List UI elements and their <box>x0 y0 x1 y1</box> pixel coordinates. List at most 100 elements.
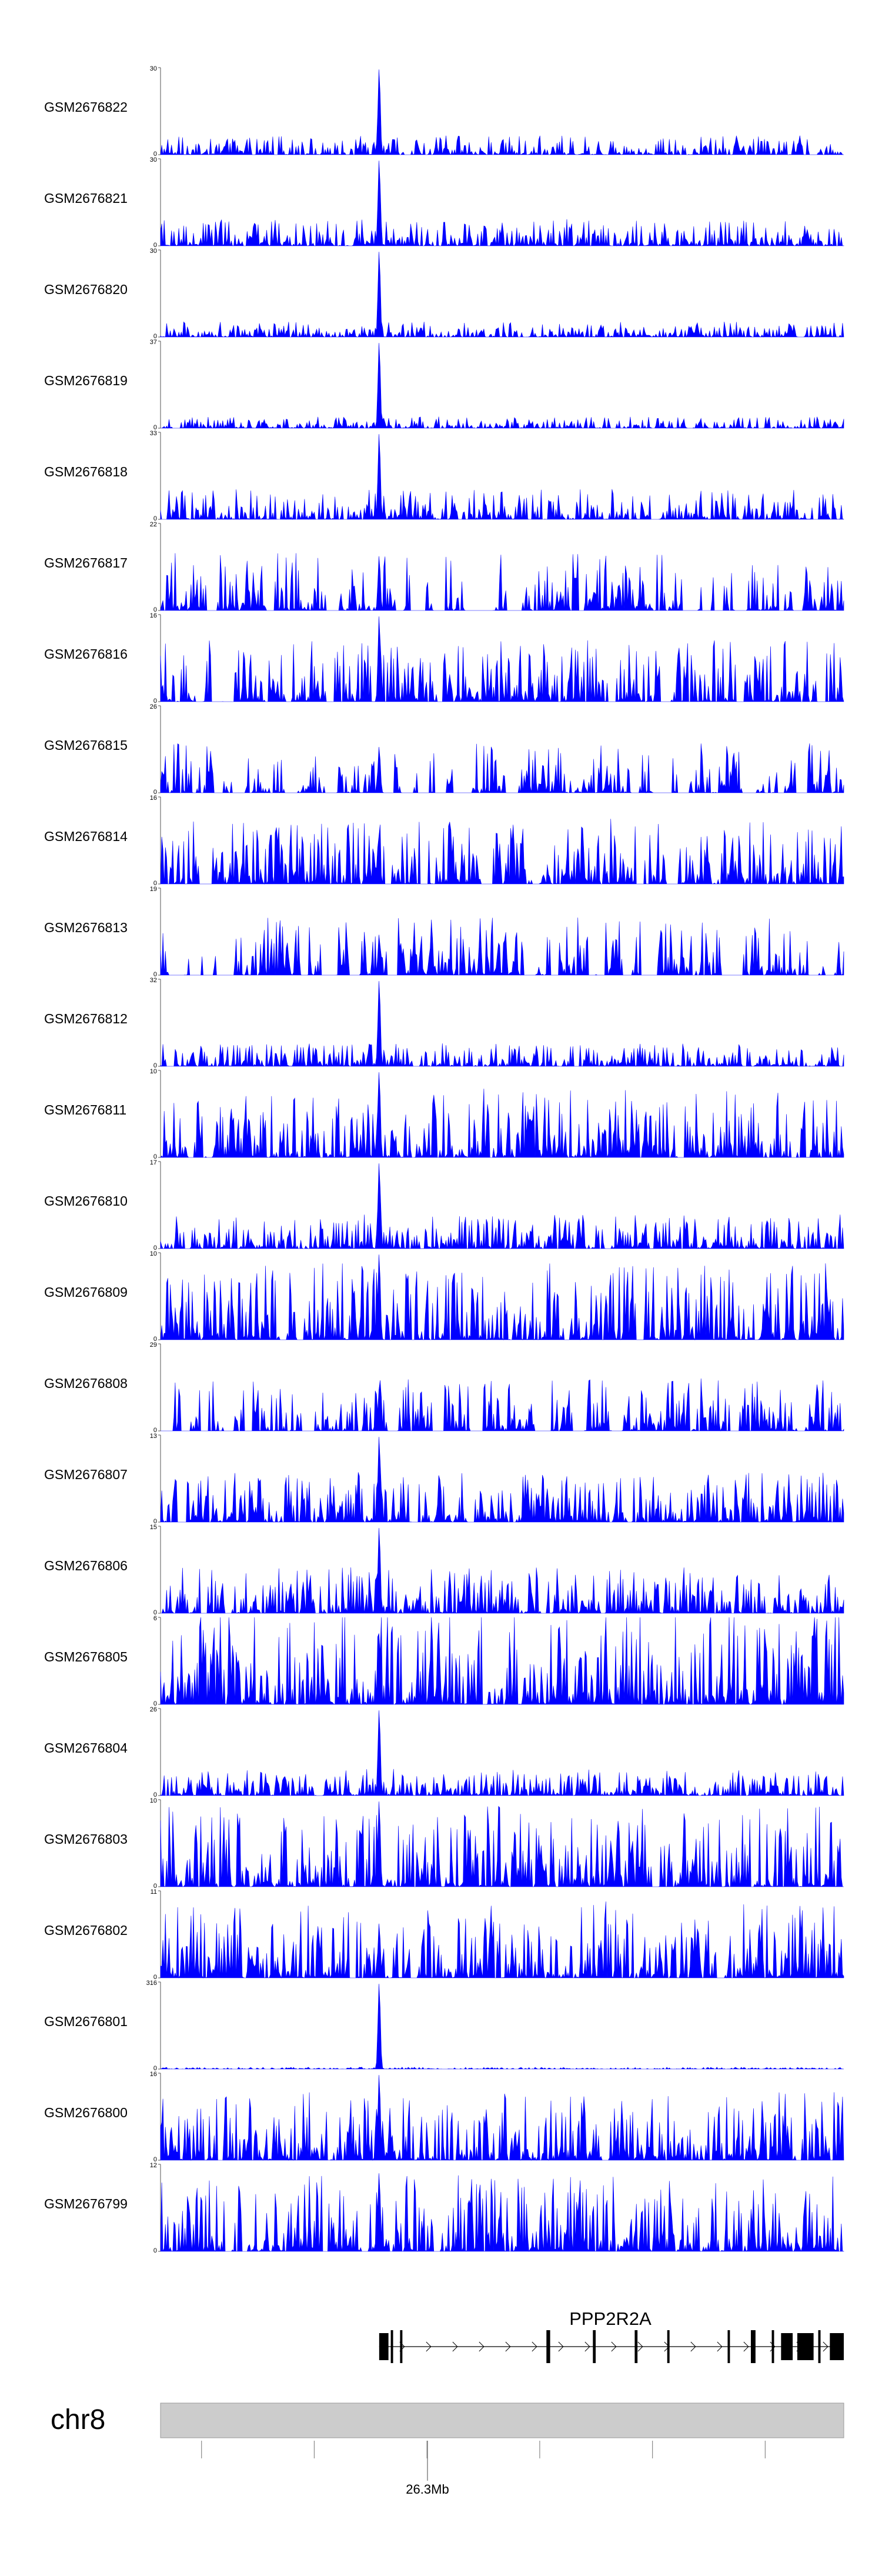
track-label: GSM2676815 <box>44 738 128 753</box>
chromosome-label: chr8 <box>51 2404 105 2435</box>
y-min-label: 0 <box>153 242 157 249</box>
track-GSM2676815: GSM2676815 26 0 <box>44 703 844 796</box>
track-GSM2676814: GSM2676814 16 0 <box>44 795 844 887</box>
y-min-label: 0 <box>153 1336 157 1343</box>
signal-area <box>160 1072 844 1159</box>
track-label: GSM2676820 <box>44 282 128 297</box>
track-label: GSM2676811 <box>44 1102 126 1117</box>
y-max-label: 30 <box>150 248 157 255</box>
y-max-label: 15 <box>150 1524 157 1531</box>
track-GSM2676804: GSM2676804 26 0 <box>44 1706 844 1798</box>
signal-area <box>161 1528 844 1614</box>
signal-area <box>160 819 844 885</box>
track-GSM2676807: GSM2676807 13 0 <box>44 1433 844 1525</box>
gene-exon <box>634 2330 638 2363</box>
y-max-label: 30 <box>150 65 157 72</box>
signal-area <box>160 1617 844 1706</box>
y-min-label: 0 <box>153 606 157 613</box>
y-max-label: 12 <box>150 2162 157 2169</box>
y-max-label: 13 <box>150 1433 157 1440</box>
gene-exon <box>797 2333 814 2360</box>
track-GSM2676800: GSM2676800 16 0 <box>44 2071 844 2163</box>
gene-track: PPP2R2A <box>379 2308 844 2363</box>
y-min-label: 0 <box>153 151 157 158</box>
gene-exon <box>771 2330 774 2363</box>
strand-arrow <box>611 2341 617 2352</box>
track-label: GSM2676822 <box>44 99 128 115</box>
track-GSM2676808: GSM2676808 29 0 <box>44 1342 844 1434</box>
y-max-label: 30 <box>150 156 157 163</box>
strand-arrow <box>584 2341 590 2352</box>
strand-arrow <box>426 2341 432 2352</box>
track-GSM2676812: GSM2676812 32 0 <box>44 977 844 1069</box>
track-label: GSM2676805 <box>44 1649 128 1664</box>
y-max-label: 6 <box>153 1615 157 1622</box>
signal-area <box>160 252 844 338</box>
y-max-label: 26 <box>150 1706 157 1713</box>
chromosome-axis: chr8 26.3Mb <box>51 2403 844 2497</box>
strand-arrow <box>532 2341 537 2352</box>
signal-area <box>160 981 844 1067</box>
track-GSM2676810: GSM2676810 17 0 <box>44 1159 844 1252</box>
y-min-label: 0 <box>153 1700 157 1707</box>
signal-area <box>160 161 844 247</box>
y-max-label: 16 <box>150 2071 157 2078</box>
y-min-label: 0 <box>153 515 157 522</box>
track-GSM2676813: GSM2676813 19 0 <box>44 886 844 978</box>
track-label: GSM2676814 <box>44 829 128 844</box>
y-max-label: 22 <box>150 521 157 528</box>
track-GSM2676801: GSM2676801 316 0 <box>44 1980 844 2072</box>
track-GSM2676803: GSM2676803 10 0 <box>44 1797 844 1890</box>
strand-arrow <box>479 2341 485 2352</box>
signal-area <box>160 616 844 703</box>
y-max-label: 10 <box>150 1250 157 1257</box>
signal-area <box>160 1163 844 1250</box>
y-max-label: 26 <box>150 703 157 710</box>
gene-exon <box>546 2330 550 2363</box>
signal-area <box>160 1254 844 1341</box>
strand-arrow <box>505 2341 511 2352</box>
y-min-label: 0 <box>153 1244 157 1252</box>
y-min-label: 0 <box>153 1062 157 1069</box>
track-GSM2676817: GSM2676817 22 0 <box>44 521 844 613</box>
position-label: 26.3Mb <box>406 2482 449 2497</box>
strand-arrow <box>743 2341 749 2352</box>
y-max-label: 16 <box>150 612 157 619</box>
y-min-label: 0 <box>153 1518 157 1525</box>
track-label: GSM2676802 <box>44 1923 128 1938</box>
strand-arrow <box>558 2341 564 2352</box>
track-label: GSM2676804 <box>44 1740 128 1756</box>
strand-arrow <box>823 2341 828 2352</box>
y-max-label: 316 <box>146 1980 157 1987</box>
y-min-label: 0 <box>153 1791 157 1798</box>
track-GSM2676809: GSM2676809 10 0 <box>44 1250 844 1343</box>
y-max-label: 10 <box>150 1068 157 1075</box>
track-label: GSM2676809 <box>44 1284 128 1300</box>
track-GSM2676799: GSM2676799 12 0 <box>44 2162 844 2254</box>
y-min-label: 0 <box>153 698 157 705</box>
gene-exon <box>667 2330 670 2363</box>
signal-area <box>160 434 844 520</box>
track-GSM2676806: GSM2676806 15 0 <box>44 1524 844 1616</box>
y-max-label: 10 <box>150 1797 157 1804</box>
signal-area <box>161 1378 844 1432</box>
track-label: GSM2676799 <box>44 2196 128 2211</box>
gene-exon <box>781 2333 793 2360</box>
strand-arrow <box>637 2341 643 2352</box>
track-label: GSM2676816 <box>44 646 128 662</box>
signal-area <box>160 1901 844 1979</box>
signal-area <box>160 343 844 429</box>
track-GSM2676820: GSM2676820 30 0 <box>44 248 844 340</box>
y-min-label: 0 <box>153 1427 157 1434</box>
gene-exon <box>379 2333 389 2360</box>
signal-area <box>160 553 844 611</box>
gene-label: PPP2R2A <box>569 2308 652 2329</box>
y-min-label: 0 <box>153 2247 157 2254</box>
y-min-label: 0 <box>153 971 157 978</box>
track-GSM2676818: GSM2676818 33 0 <box>44 430 844 522</box>
y-max-label: 33 <box>150 430 157 437</box>
y-min-label: 0 <box>153 880 157 887</box>
signal-area <box>160 2173 844 2253</box>
gene-exon <box>727 2330 730 2363</box>
y-max-label: 29 <box>150 1342 157 1349</box>
